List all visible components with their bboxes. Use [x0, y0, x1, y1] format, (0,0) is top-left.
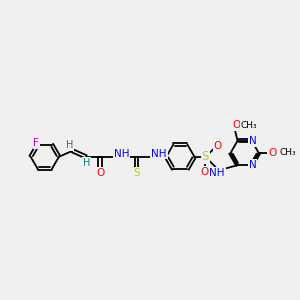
Text: CH₃: CH₃ [241, 121, 257, 130]
Text: S: S [133, 168, 140, 178]
Text: NH: NH [151, 148, 167, 158]
Text: methyl: methyl [241, 124, 245, 126]
Text: H: H [83, 158, 90, 168]
Text: O: O [96, 168, 104, 178]
Text: NH: NH [114, 148, 130, 158]
Text: NH: NH [209, 168, 225, 178]
Text: CH₃: CH₃ [279, 148, 296, 158]
Text: S: S [202, 150, 209, 163]
Text: F: F [34, 138, 39, 148]
Text: O: O [214, 142, 222, 152]
Text: H: H [65, 140, 73, 150]
Text: N: N [249, 136, 256, 146]
Text: N: N [249, 160, 256, 170]
Text: O: O [232, 120, 240, 130]
Text: O: O [201, 167, 209, 177]
Text: O: O [268, 148, 276, 158]
